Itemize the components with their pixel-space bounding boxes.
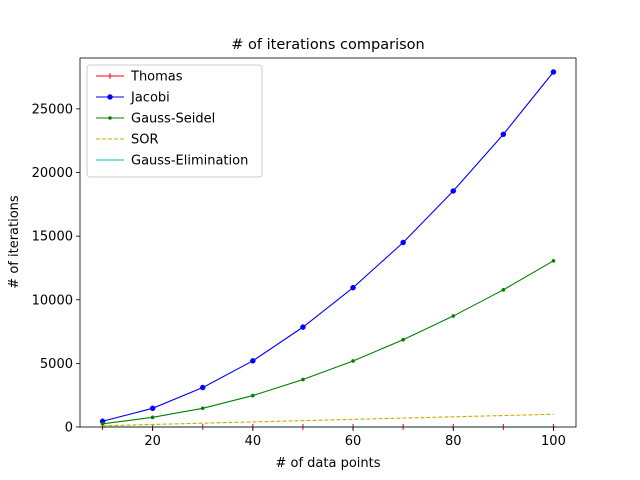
series-1-point-1: [149, 405, 156, 412]
y-axis-label: # of iterations: [7, 195, 22, 289]
series-1-point-8: [500, 131, 507, 138]
series-line-2: [102, 260, 554, 425]
series-2-point-9: [551, 259, 556, 263]
legend-label-0: Thomas: [130, 70, 183, 85]
legend-label-2: Gauss-Seidel: [131, 112, 215, 127]
x-axis-label: # of data points: [275, 456, 380, 471]
series-2-point-6: [401, 337, 405, 342]
x-tick-label-1: 40: [245, 434, 262, 449]
y-tick-label-4: 20000: [32, 166, 73, 181]
series-2-point-1: [150, 415, 155, 420]
x-tick-label-0: 20: [144, 434, 161, 449]
x-tick-label-4: 100: [541, 434, 566, 449]
series-1-point-5: [350, 284, 356, 291]
chart-title: # of iterations comparison: [231, 37, 424, 53]
x-tick-label-2: 60: [345, 434, 362, 449]
series-2-point-2: [200, 406, 205, 411]
axes-frame: [79, 57, 577, 428]
y-tick-label-5: 25000: [32, 102, 73, 117]
legend-marker-2: [108, 116, 112, 120]
legend-label-1: Jacobi: [130, 91, 170, 106]
series-2-point-3: [251, 393, 255, 398]
x-tick-label-3: 80: [445, 434, 462, 449]
legend-marker-0: [107, 73, 113, 79]
series-2-point-7: [451, 314, 456, 318]
series-2-point-8: [501, 288, 506, 292]
legend-label-3: SOR: [131, 133, 159, 148]
series-2-point-4: [301, 377, 305, 382]
series-1-point-3: [250, 358, 256, 364]
legend-frame: [86, 64, 263, 178]
y-tick-label-0: 0: [65, 421, 73, 436]
y-tick-label-1: 5000: [40, 357, 73, 372]
series-1-point-2: [199, 384, 206, 391]
series-2-point-5: [351, 359, 355, 363]
series-2-point-0: [100, 422, 105, 426]
legend-label-4: Gauss-Elimination: [131, 154, 248, 169]
series-1-point-7: [450, 188, 457, 194]
series-line-3: [102, 413, 554, 427]
y-tick-label-3: 15000: [32, 230, 73, 245]
legend: Thomas Jacobi Gauss-Seidel SOR Gauss-Elimina…: [86, 64, 263, 178]
series-1-point-6: [400, 239, 406, 246]
plot-area: 20 40 60 80 100 0 5000 10000 15000 20000 25000: [32, 57, 577, 449]
series-line-1: [102, 71, 554, 422]
y-tick-label-2: 10000: [32, 293, 73, 308]
legend-marker-1: [107, 94, 113, 100]
series-1-point-9: [550, 69, 557, 75]
series-1-point-4: [300, 324, 306, 330]
